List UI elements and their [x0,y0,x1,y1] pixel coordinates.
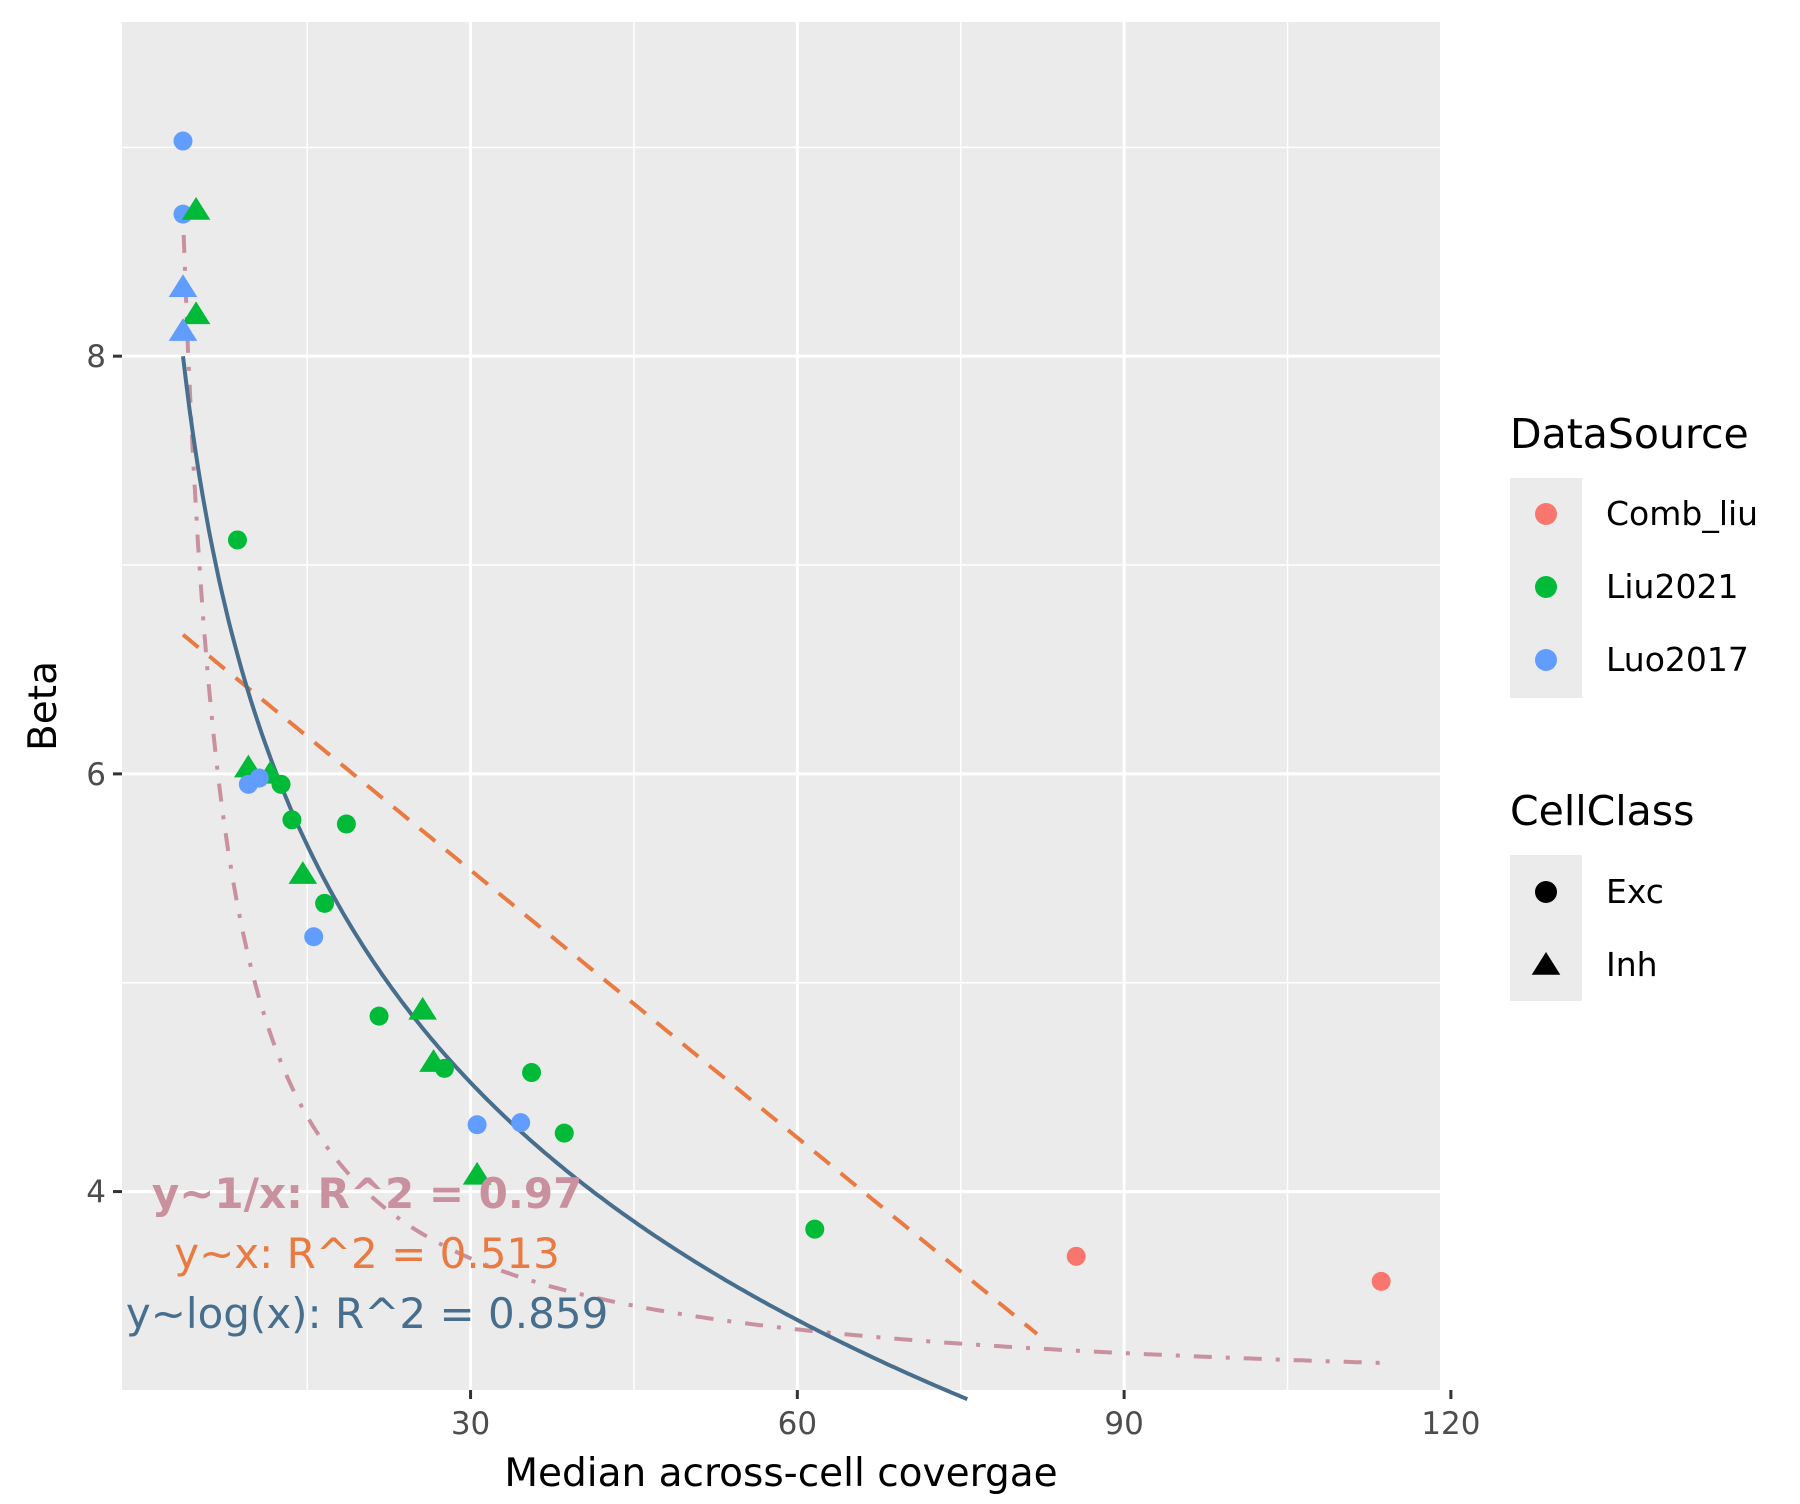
x-tick-label: 120 [1421,1406,1480,1442]
data-point-circle [511,1113,531,1133]
data-point-circle [522,1063,542,1083]
fit-annotation-0: y~1/x: R^2 = 0.97 [152,1169,582,1218]
legend: DataSource Comb_liu Liu2021 Luo2017 CellClas… [1510,410,1758,1001]
axes: 30 60 90 120 4 6 8 [86,339,1480,1442]
data-point-triangle [181,301,211,325]
legend-key-inh [1531,952,1561,975]
legend-title-datasource: DataSource [1510,410,1749,458]
x-tick-label: 60 [778,1406,817,1442]
data-point-circle [282,810,302,830]
data-point-circle [1371,1271,1391,1291]
legend-label-comb_liu: Comb_liu [1606,494,1758,533]
data-point-circle [805,1219,825,1239]
x-tick-label: 30 [451,1406,490,1442]
data-point-triangle [181,196,211,220]
fit-line-2 [181,356,969,1401]
legend-key-liu2021 [1535,576,1557,598]
data-point-circle [369,1006,389,1026]
fit-annotation-2: y~log(x): R^2 = 0.859 [126,1289,608,1338]
fit-annotations: y~1/x: R^2 = 0.97 y~x: R^2 = 0.513 y~log(x… [0,1140,608,1360]
data-point-triangle [168,274,198,297]
data-point-circle [1066,1246,1086,1266]
y-tick-label: 6 [86,757,106,793]
fit-line-1 [181,633,1039,1336]
fit-line-0 [181,216,1382,1365]
data-point-circle [249,768,269,788]
panel-background [122,22,1440,1390]
y-tick-label: 8 [86,339,106,375]
data-point-circle [173,131,193,151]
legend-label-luo2017: Luo2017 [1606,640,1749,679]
data-point-triangle [408,996,437,1020]
legend-key-luo2017 [1535,649,1557,671]
data-point-circle [554,1123,574,1143]
data-point-circle [315,893,335,913]
legend-key-exc [1535,881,1557,903]
annotation-clip-mask [0,1140,122,1360]
data-point-triangle [168,318,198,341]
legend-title-cellclass: CellClass [1510,787,1695,835]
data-point-circle [271,774,291,794]
data-point-circle [336,814,356,834]
major-gridlines [122,22,1453,1390]
x-axis-title: Median across-cell covergae [504,1451,1057,1496]
fit-annotation-1: y~x: R^2 = 0.513 [174,1229,560,1278]
legend-label-exc: Exc [1606,872,1664,911]
data-point-circle [467,1115,487,1135]
y-axis-title: Beta [21,661,66,751]
legend-label-liu2021: Liu2021 [1606,567,1738,606]
legend-label-inh: Inh [1606,945,1658,984]
data-point-triangle [288,861,318,884]
minor-gridlines [122,22,1440,1402]
legend-key-comb_liu [1535,503,1557,525]
data-point-triangle [462,1161,492,1185]
data-point-circle [304,927,324,947]
fit-lines [181,216,1382,1401]
legend-key-background [1510,855,1582,1001]
data-point-circle [227,530,247,550]
y-tick-label: 4 [86,1175,106,1211]
x-tick-label: 90 [1104,1406,1143,1442]
data-points [168,131,1391,1291]
data-point-circle [434,1058,454,1078]
